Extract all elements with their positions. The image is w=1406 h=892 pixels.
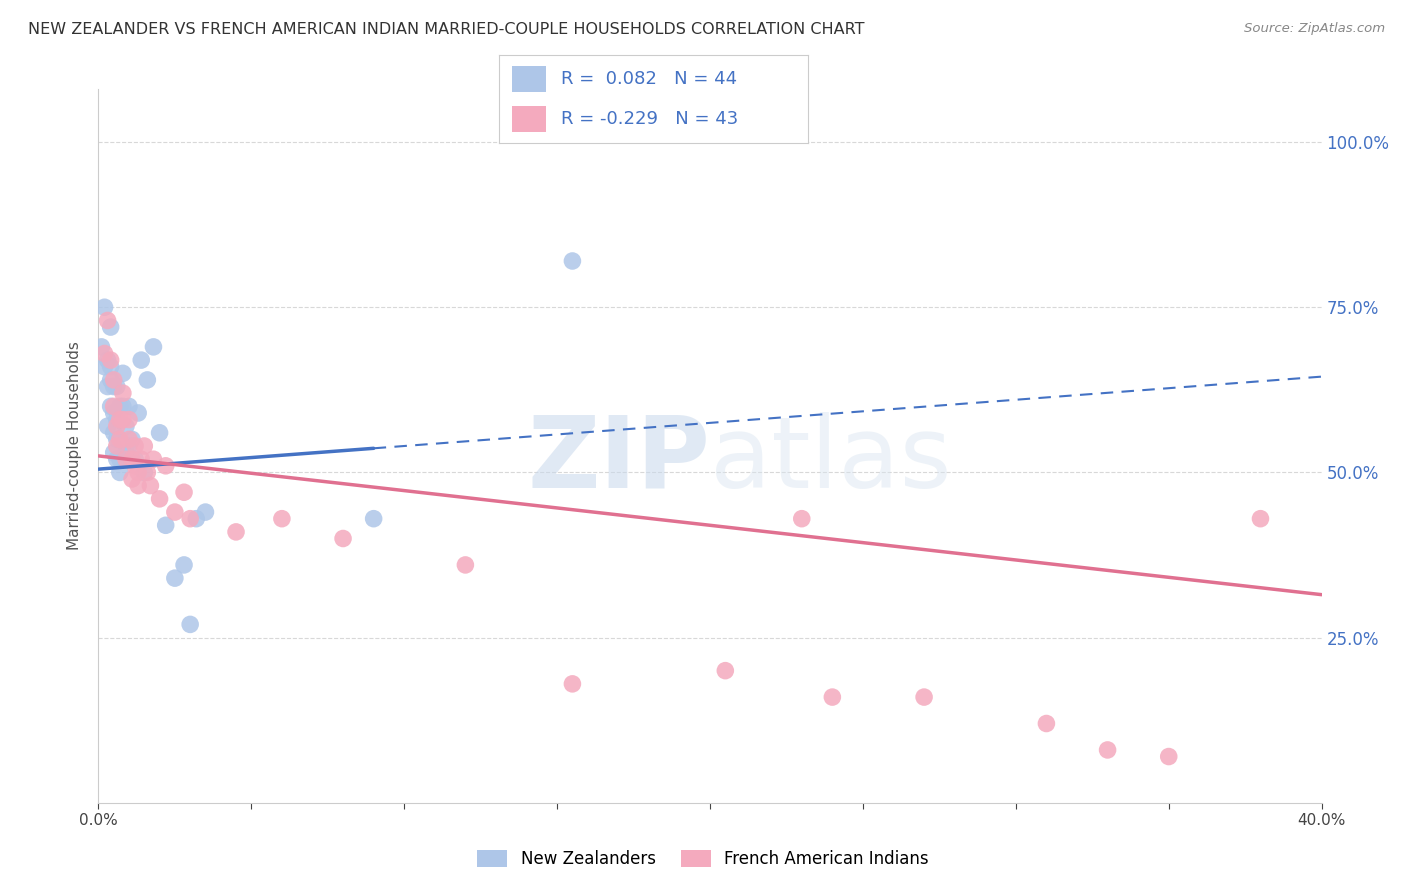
Text: R =  0.082   N = 44: R = 0.082 N = 44 — [561, 70, 737, 88]
Point — [111, 367, 134, 381]
Text: ZIP: ZIP — [527, 412, 710, 508]
Bar — [512, 66, 546, 92]
Point — [97, 313, 120, 327]
Point — [149, 425, 172, 440]
Point — [103, 373, 125, 387]
Point — [129, 353, 152, 368]
Point — [270, 511, 292, 525]
Point — [790, 511, 813, 525]
Point — [1249, 511, 1271, 525]
Point — [103, 400, 125, 414]
Point — [155, 458, 177, 473]
Point — [115, 419, 138, 434]
Point — [134, 439, 156, 453]
Point — [179, 511, 201, 525]
Point — [105, 419, 128, 434]
Point — [561, 677, 583, 691]
Point — [108, 400, 131, 414]
Point — [124, 458, 146, 473]
Point — [93, 300, 115, 314]
Point — [97, 353, 120, 368]
Point — [105, 379, 128, 393]
Point — [173, 558, 195, 572]
Point — [115, 445, 138, 459]
Point — [134, 466, 156, 480]
Point — [225, 524, 247, 539]
Point — [127, 478, 149, 492]
Point — [912, 690, 935, 704]
Point — [115, 452, 138, 467]
Y-axis label: Married-couple Households: Married-couple Households — [67, 342, 83, 550]
Point — [121, 452, 143, 467]
Point — [121, 433, 143, 447]
Point — [194, 505, 217, 519]
Text: NEW ZEALANDER VS FRENCH AMERICAN INDIAN MARRIED-COUPLE HOUSEHOLDS CORRELATION CH: NEW ZEALANDER VS FRENCH AMERICAN INDIAN … — [28, 22, 865, 37]
Point — [97, 379, 120, 393]
Point — [127, 466, 149, 480]
Text: atlas: atlas — [710, 412, 952, 508]
Point — [93, 359, 115, 374]
Point — [561, 254, 583, 268]
Point — [173, 485, 195, 500]
Point — [108, 412, 131, 426]
Bar — [512, 106, 546, 132]
Point — [1097, 743, 1119, 757]
Point — [108, 433, 131, 447]
Point — [108, 433, 131, 447]
Point — [155, 518, 177, 533]
Point — [103, 406, 125, 420]
Text: R = -0.229   N = 43: R = -0.229 N = 43 — [561, 110, 738, 128]
Point — [105, 439, 128, 453]
Point — [111, 386, 134, 401]
Point — [100, 400, 122, 414]
Point — [97, 419, 120, 434]
Point — [136, 373, 159, 387]
Point — [186, 511, 208, 525]
Point — [129, 452, 152, 467]
Point — [142, 452, 165, 467]
Point — [142, 340, 165, 354]
Text: Source: ZipAtlas.com: Source: ZipAtlas.com — [1244, 22, 1385, 36]
Point — [363, 511, 385, 525]
Point — [93, 346, 115, 360]
Point — [149, 491, 172, 506]
Point — [100, 320, 122, 334]
Point — [124, 452, 146, 467]
Point — [105, 412, 128, 426]
Point — [139, 478, 162, 492]
Point — [103, 445, 125, 459]
Point — [118, 433, 141, 447]
Point — [454, 558, 477, 572]
Point — [332, 532, 354, 546]
Point — [714, 664, 737, 678]
Point — [111, 412, 134, 426]
Point — [121, 472, 143, 486]
Point — [100, 373, 122, 387]
Point — [111, 400, 134, 414]
Legend: New Zealanders, French American Indians: New Zealanders, French American Indians — [471, 843, 935, 875]
Point — [118, 400, 141, 414]
Point — [179, 617, 201, 632]
Point — [100, 359, 122, 374]
Point — [118, 412, 141, 426]
Point — [163, 505, 186, 519]
Point — [1035, 716, 1057, 731]
Point — [1157, 749, 1180, 764]
Point — [103, 379, 125, 393]
Point — [100, 353, 122, 368]
Point — [108, 466, 131, 480]
Point — [821, 690, 844, 704]
Point — [124, 439, 146, 453]
Point — [163, 571, 186, 585]
Point — [105, 433, 128, 447]
Point — [90, 340, 112, 354]
Point — [108, 452, 131, 467]
Point — [118, 439, 141, 453]
Point — [103, 425, 125, 440]
Point — [136, 466, 159, 480]
Point — [105, 452, 128, 467]
Point — [127, 406, 149, 420]
